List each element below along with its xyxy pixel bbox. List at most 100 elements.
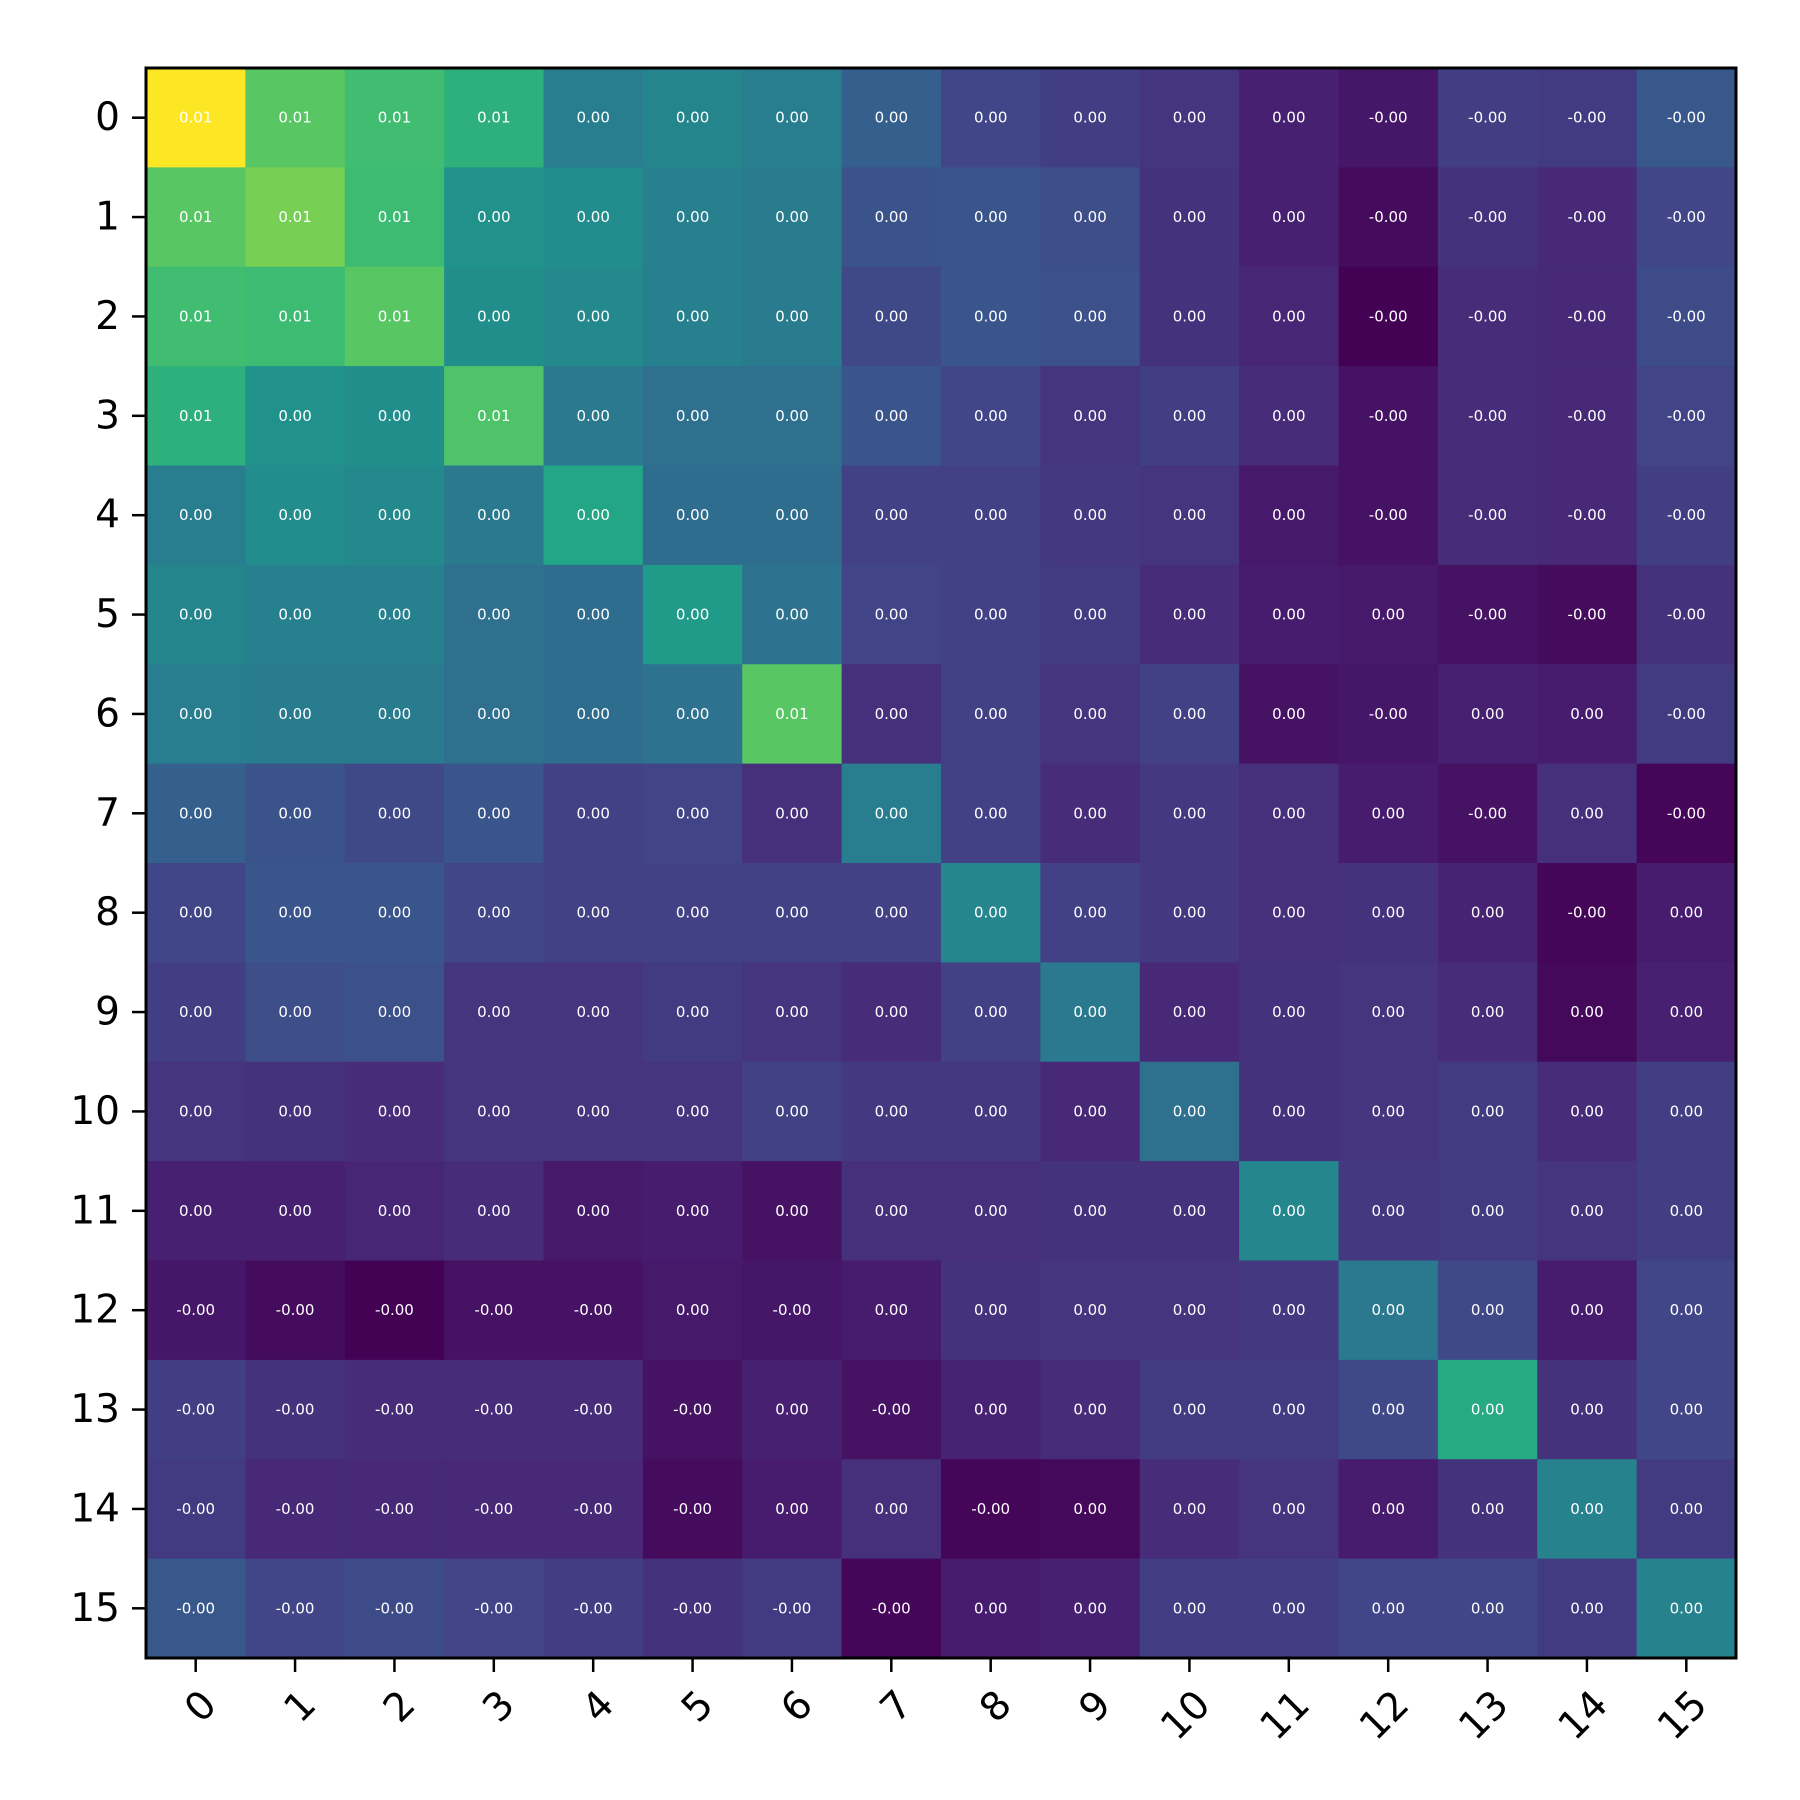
heatmap-cell-5-5: [642, 564, 743, 665]
cell-annotation-7-1: 0.00: [278, 804, 311, 822]
cell-annotation-15-5: -0.00: [673, 1599, 712, 1617]
heatmap-cell-2-9: [1040, 266, 1141, 367]
cell-annotation-1-0: 0.01: [179, 208, 212, 226]
cell-annotation-4-6: 0.00: [775, 506, 808, 524]
cell-annotation-9-12: 0.00: [1371, 1003, 1404, 1021]
x-tick-label-3: 3: [474, 1682, 523, 1731]
cell-annotation-3-2: 0.00: [378, 407, 411, 425]
heatmap-cell-10-12: [1338, 1061, 1439, 1162]
heatmap-cell-9-5: [642, 962, 743, 1063]
heatmap-cell-15-3: [444, 1558, 545, 1659]
cell-annotation-11-2: 0.00: [378, 1202, 411, 1220]
cell-annotation-6-7: 0.00: [875, 705, 908, 723]
cell-annotation-3-0: 0.01: [179, 407, 212, 425]
heatmap-cell-11-15: [1636, 1161, 1737, 1262]
cell-annotation-12-15: 0.00: [1670, 1301, 1703, 1319]
heatmap-cell-7-10: [1139, 763, 1240, 864]
heatmap-cell-13-2: [344, 1359, 445, 1460]
cell-annotation-7-8: 0.00: [974, 804, 1007, 822]
heatmap-cell-10-9: [1040, 1061, 1141, 1162]
cell-annotation-8-12: 0.00: [1371, 904, 1404, 922]
cell-annotation-13-8: 0.00: [974, 1401, 1007, 1419]
cell-annotation-15-6: -0.00: [773, 1599, 812, 1617]
heatmap-cell-13-10: [1139, 1359, 1240, 1460]
cell-annotation-11-11: 0.00: [1272, 1202, 1305, 1220]
cell-annotation-0-12: -0.00: [1369, 109, 1408, 127]
heatmap-cell-8-4: [543, 863, 644, 963]
heatmap-cell-8-9: [1040, 863, 1141, 963]
cell-annotation-9-10: 0.00: [1173, 1003, 1206, 1021]
cell-annotation-4-5: 0.00: [676, 506, 709, 524]
cell-annotation-2-8: 0.00: [974, 307, 1007, 325]
cell-annotation-4-4: 0.00: [576, 506, 609, 524]
heatmap-cell-14-6: [742, 1459, 843, 1560]
cell-annotation-2-4: 0.00: [576, 307, 609, 325]
heatmap-cell-12-1: [245, 1260, 346, 1361]
cell-annotation-8-9: 0.00: [1073, 904, 1106, 922]
cell-annotation-10-9: 0.00: [1073, 1102, 1106, 1120]
cell-annotation-7-10: 0.00: [1173, 804, 1206, 822]
cell-annotation-12-12: 0.00: [1371, 1301, 1404, 1319]
heatmap-cell-11-13: [1437, 1161, 1538, 1262]
cell-annotation-8-5: 0.00: [676, 904, 709, 922]
cell-annotation-9-14: 0.00: [1570, 1003, 1603, 1021]
heatmap-cell-5-9: [1040, 564, 1141, 665]
heatmap-cell-3-9: [1040, 366, 1141, 467]
cell-annotation-1-1: 0.01: [278, 208, 311, 226]
heatmap-cell-8-8: [941, 863, 1041, 963]
heatmap-cell-5-2: [344, 564, 445, 665]
heatmap-cell-1-8: [941, 167, 1041, 268]
cell-annotation-11-5: 0.00: [676, 1202, 709, 1220]
heatmap-cell-8-5: [642, 863, 743, 963]
cell-annotation-5-7: 0.00: [875, 606, 908, 624]
heatmap-cell-5-10: [1139, 564, 1240, 665]
cell-annotation-1-14: -0.00: [1568, 208, 1607, 226]
heatmap-cell-4-14: [1537, 465, 1638, 566]
cell-annotation-13-6: 0.00: [775, 1401, 808, 1419]
cell-annotation-10-4: 0.00: [576, 1102, 609, 1120]
cell-annotation-4-11: 0.00: [1272, 506, 1305, 524]
cell-annotation-0-11: 0.00: [1272, 109, 1305, 127]
heatmap-cell-11-12: [1338, 1161, 1439, 1262]
cell-annotation-3-13: -0.00: [1468, 407, 1507, 425]
cell-annotation-9-7: 0.00: [875, 1003, 908, 1021]
cell-annotation-13-13: 0.00: [1471, 1401, 1504, 1419]
cell-annotation-7-14: 0.00: [1570, 804, 1603, 822]
heatmap-cell-10-7: [841, 1061, 942, 1162]
heatmap-cell-6-2: [344, 664, 445, 765]
heatmap-cell-14-13: [1437, 1459, 1538, 1560]
heatmap-cell-14-4: [543, 1459, 644, 1560]
cell-annotation-8-0: 0.00: [179, 904, 212, 922]
heatmap-cell-0-2: [344, 68, 445, 168]
heatmap-cell-7-6: [742, 763, 843, 864]
x-tick-label-15: 15: [1649, 1682, 1716, 1749]
heatmap-cell-2-2: [344, 266, 445, 367]
cell-annotation-6-8: 0.00: [974, 705, 1007, 723]
cell-annotation-13-15: 0.00: [1670, 1401, 1703, 1419]
heatmap-cell-12-7: [841, 1260, 942, 1361]
heatmap-cell-8-14: [1537, 863, 1638, 963]
heatmap-cell-13-5: [642, 1359, 743, 1460]
heatmap-cell-9-7: [841, 962, 942, 1063]
cell-annotation-14-8: -0.00: [971, 1500, 1010, 1518]
cell-annotation-3-15: -0.00: [1667, 407, 1706, 425]
cell-annotation-1-3: 0.00: [477, 208, 510, 226]
cell-annotation-12-11: 0.00: [1272, 1301, 1305, 1319]
heatmap-cell-8-7: [841, 863, 942, 963]
heatmap-cell-3-11: [1239, 366, 1340, 467]
cell-annotation-7-7: 0.00: [875, 804, 908, 822]
heatmap-cell-0-1: [245, 68, 346, 168]
cell-annotation-7-15: -0.00: [1667, 804, 1706, 822]
x-tick-label-5: 5: [673, 1682, 722, 1731]
heatmap-cell-13-6: [742, 1359, 843, 1460]
heatmap-cell-13-11: [1239, 1359, 1340, 1460]
cell-annotation-15-13: 0.00: [1471, 1599, 1504, 1617]
heatmap-cell-4-3: [444, 465, 545, 566]
cell-annotation-0-8: 0.00: [974, 109, 1007, 127]
heatmap-cell-11-10: [1139, 1161, 1240, 1262]
heatmap-cell-2-0: [146, 266, 246, 367]
heatmap-cell-2-12: [1338, 266, 1439, 367]
heatmap-cell-9-4: [543, 962, 644, 1063]
cell-annotation-2-15: -0.00: [1667, 307, 1706, 325]
